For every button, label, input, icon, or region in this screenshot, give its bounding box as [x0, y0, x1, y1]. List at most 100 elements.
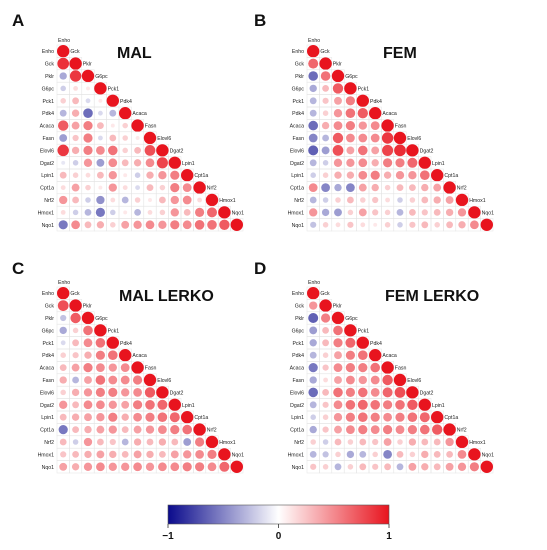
correlation-dot [371, 146, 380, 155]
correlation-dot [334, 438, 342, 446]
correlation-dot [332, 145, 344, 156]
correlation-dot [71, 146, 80, 155]
column-label: Pklr [83, 304, 92, 310]
correlation-dot [371, 183, 379, 192]
correlation-dot [308, 183, 318, 192]
correlation-dot [445, 437, 454, 447]
correlation-dot [72, 426, 79, 433]
column-label: G6pc [95, 74, 108, 80]
column-label: Cpt1a [444, 415, 458, 421]
correlation-dot [108, 158, 118, 168]
correlation-dot [207, 207, 217, 218]
row-label: Acaca [40, 124, 55, 130]
correlation-dot [333, 400, 343, 410]
correlation-dot [207, 220, 217, 230]
column-label: Elovl6 [407, 136, 421, 142]
row-label: Dgat2 [40, 403, 54, 409]
panel-letter: B [254, 11, 266, 30]
correlation-dot [121, 196, 129, 204]
correlation-dot [309, 425, 317, 434]
correlation-dot [168, 156, 181, 169]
column-label: Acaca [132, 111, 147, 117]
column-label: Lpin1 [182, 403, 195, 409]
colorbar: −1 0 1 [162, 504, 392, 542]
correlation-dot [346, 171, 355, 179]
correlation-dot [170, 183, 180, 193]
correlation-dot [133, 412, 142, 422]
correlation-dot [345, 400, 356, 410]
correlation-dot [356, 94, 369, 108]
correlation-dot [96, 195, 105, 205]
correlation-dot [309, 159, 317, 167]
correlation-dot [96, 462, 105, 472]
correlation-dot [69, 299, 82, 312]
row-label: G6pc [42, 86, 55, 92]
correlation-dot [108, 412, 118, 422]
correlation-dot [195, 207, 205, 217]
correlation-dot [83, 133, 93, 143]
row-label: Gck [295, 62, 305, 68]
column-label: G6pc [95, 316, 108, 322]
column-label: Pck1 [358, 328, 370, 334]
column-label: Nrf2 [457, 186, 467, 192]
correlation-dot [334, 376, 342, 384]
column-label: Lpin1 [432, 161, 445, 167]
row-label: Gck [295, 304, 305, 310]
correlation-dot [373, 222, 378, 227]
correlation-dot [408, 438, 417, 446]
correlation-dot [170, 450, 179, 459]
correlation-dot [307, 287, 320, 300]
correlation-dot [308, 363, 318, 373]
correlation-dot [383, 171, 392, 179]
correlation-dot [58, 120, 69, 131]
column-label: Pklr [83, 62, 92, 68]
correlation-dot [357, 399, 368, 410]
correlation-dot [169, 412, 180, 423]
correlation-dot [333, 363, 343, 372]
correlation-dot [334, 208, 342, 217]
correlation-dot [145, 400, 155, 410]
correlation-dot [60, 210, 66, 215]
correlation-dot [121, 400, 130, 409]
row-label: Pklr [45, 316, 54, 322]
correlation-dot [156, 144, 169, 157]
correlation-dot [182, 220, 192, 230]
correlation-dot [60, 85, 66, 92]
correlation-dot [458, 221, 466, 229]
correlation-dot [322, 401, 329, 408]
correlation-dot [134, 209, 142, 216]
correlation-dot [370, 121, 380, 130]
correlation-dot [333, 109, 343, 118]
correlation-dot [85, 98, 91, 104]
correlation-dot [421, 183, 429, 192]
correlation-dot [421, 209, 428, 216]
row-label: Pklr [295, 316, 304, 322]
correlation-dot [108, 145, 118, 156]
correlation-dot [308, 58, 319, 69]
correlation-dot [73, 86, 78, 91]
correlation-dot [71, 220, 80, 230]
correlation-dot [83, 338, 93, 348]
correlation-dot [183, 209, 191, 216]
correlation-dot [84, 221, 92, 229]
correlation-dot [182, 183, 192, 192]
column-label: Lpin1 [182, 161, 195, 167]
correlation-dot [72, 327, 79, 334]
correlation-dot [108, 462, 117, 471]
correlation-dot [432, 424, 443, 435]
row-label: Acaca [290, 124, 305, 130]
correlation-dot [59, 134, 68, 142]
correlation-dot [333, 338, 343, 348]
correlation-dot [308, 71, 319, 81]
correlation-dot [84, 425, 92, 434]
correlation-dot [370, 170, 380, 180]
column-label: Hmox1 [469, 198, 486, 204]
correlation-dot [322, 327, 329, 334]
row-label: Enho [42, 291, 54, 297]
column-label: Nqo1 [232, 210, 245, 216]
correlation-dot [109, 109, 117, 117]
correlation-dot [60, 340, 66, 346]
row-label: Pck1 [42, 341, 54, 347]
column-label: Enho [58, 280, 70, 286]
